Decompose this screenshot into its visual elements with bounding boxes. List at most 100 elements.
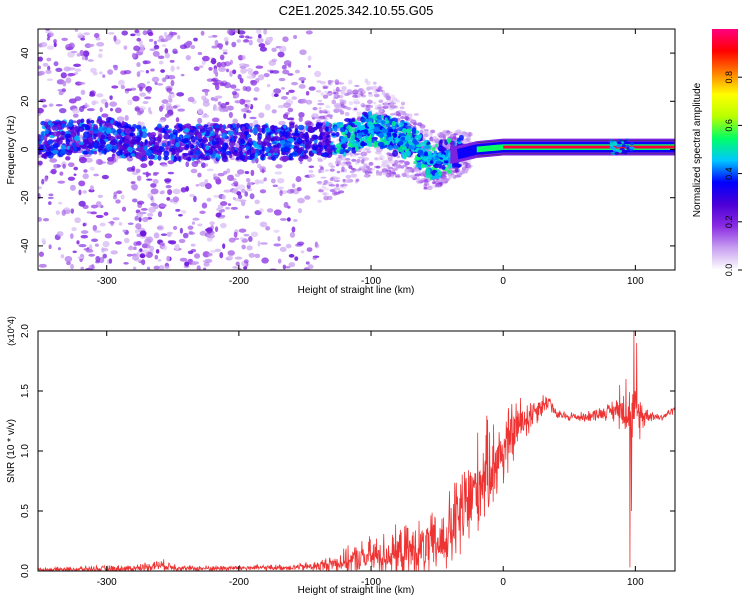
spectrogram-blob (298, 84, 306, 89)
spectrogram-blob (226, 68, 230, 73)
spectrogram-blob (98, 257, 105, 264)
spectrogram-blob (382, 105, 389, 109)
spectrogram-blob (165, 74, 170, 80)
spectrogram-blob (172, 134, 177, 139)
spectrogram-blob (240, 138, 246, 145)
spectrogram-blob (294, 69, 301, 74)
spectrogram-blob (340, 184, 345, 187)
snr-series-line (38, 331, 675, 571)
spectrogram-blob (175, 117, 180, 123)
spectrogram-blob (65, 156, 71, 161)
spectrogram-hotspot (373, 126, 380, 133)
spectrogram-blob (164, 155, 168, 161)
spectrogram-blob (152, 171, 160, 175)
spectrogram-blob (386, 164, 390, 168)
spectrogram-blob (152, 136, 157, 143)
spectrogram-blob (342, 179, 346, 182)
spectrogram-blob (459, 169, 465, 175)
spectrogram-blob (60, 144, 66, 151)
spectrogram-blob (227, 250, 235, 256)
spectrogram-hotspot (387, 136, 393, 141)
spectrogram-blob (248, 253, 256, 258)
spectrogram-blob (253, 119, 259, 126)
spectrogram-blob (425, 167, 431, 175)
spectrogram-blob (213, 194, 219, 198)
spectrogram-blob (147, 212, 154, 217)
spectrogram-blob (103, 211, 109, 216)
spectrogram-blob (84, 55, 89, 61)
spectrogram-x-tick-label: -200 (229, 276, 249, 287)
spectrogram-blob (334, 102, 342, 108)
spectrogram-blob (112, 195, 117, 200)
spectrogram-blob (318, 168, 322, 174)
spectrogram-blob (211, 117, 220, 123)
spectrogram-blob (386, 100, 392, 103)
spectrogram-blob (38, 151, 41, 156)
spectrogram-blob (156, 83, 164, 86)
spectrogram-blob (53, 42, 57, 48)
spectrogram-blob (134, 106, 140, 112)
spectrogram-blob (58, 91, 64, 96)
spectrogram-blob (139, 248, 143, 252)
spectrogram-blob (85, 148, 91, 152)
spectrogram-blob (396, 155, 400, 159)
spectrogram-blob (48, 244, 52, 250)
spectrogram-y-label: Frequency (Hz) (6, 116, 17, 185)
spectrogram-blob (261, 257, 269, 264)
spectrogram-blob (235, 156, 240, 161)
spectrogram-blob (256, 29, 262, 34)
spectrogram-blob (446, 132, 450, 137)
spectrogram-blob (220, 208, 225, 213)
spectrogram-blob (191, 261, 200, 265)
spectrogram-blob (201, 142, 205, 149)
spectrogram-blob (82, 173, 89, 180)
spectrogram-blob (279, 189, 283, 196)
spectrogram-blob (615, 144, 622, 148)
spectrogram-blob (404, 161, 410, 166)
spectrogram-blob (259, 189, 267, 194)
spectrogram-blob (146, 266, 151, 270)
spectrogram-blob (235, 261, 240, 266)
spectrogram-blob (355, 160, 360, 165)
spectrogram-blob (110, 250, 118, 255)
spectrogram-blob (144, 96, 152, 100)
spectrogram-blob (78, 189, 82, 196)
snr-y-tick-label: 1.5 (20, 384, 31, 398)
spectrogram-blob (178, 238, 186, 244)
spectrogram-blob (221, 132, 228, 139)
spectrogram-blob (316, 80, 322, 83)
spectrogram-blob (68, 98, 77, 104)
spectrogram-blob (73, 173, 77, 177)
spectrogram-blob (109, 140, 116, 146)
spectrogram-blob (147, 87, 152, 94)
spectrogram-blob (466, 163, 472, 168)
spectrogram-blob (335, 83, 339, 86)
spectrogram-blob (246, 149, 252, 156)
spectrogram-blob (113, 35, 117, 42)
spectrogram-blob (198, 65, 204, 69)
spectrogram-blob (179, 227, 183, 234)
spectrogram-blob (86, 211, 92, 214)
spectrogram-blob (284, 132, 289, 139)
spectrogram-blob (238, 228, 247, 233)
spectrogram-hotspot (401, 136, 406, 141)
spectrogram-blob (464, 132, 469, 136)
spectrogram-blob (343, 168, 347, 173)
spectrogram-blob (360, 117, 366, 123)
spectrogram-blob (313, 126, 318, 131)
spectrogram-blob (206, 168, 214, 172)
spectrogram-blob (367, 136, 372, 141)
spectrogram-blob (57, 88, 65, 92)
spectrogram-blob (232, 118, 238, 125)
spectrogram-blob (319, 131, 325, 137)
spectrogram-blob (449, 133, 455, 138)
spectrogram-blob (434, 138, 440, 144)
spectrogram-blob (106, 143, 113, 150)
spectrogram-blob (277, 104, 285, 109)
spectrogram-blob (116, 190, 123, 194)
spectrogram-blob (250, 169, 255, 177)
spectrogram-blob (187, 225, 194, 230)
spectrogram-blob (461, 140, 467, 144)
spectrogram-blob (283, 102, 291, 109)
spectrogram-blob (70, 263, 75, 270)
